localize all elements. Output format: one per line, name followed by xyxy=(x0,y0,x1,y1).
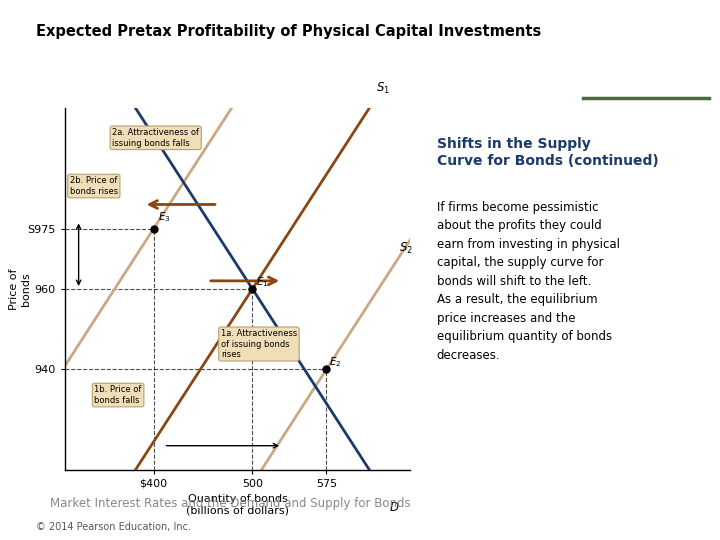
Text: 2b. Price of
bonds rises: 2b. Price of bonds rises xyxy=(70,177,118,195)
Text: Price of
bonds: Price of bonds xyxy=(9,268,31,309)
Text: 2a. Attractiveness of
issuing bonds falls: 2a. Attractiveness of issuing bonds fall… xyxy=(112,128,199,147)
Text: 28 of 56: 28 of 56 xyxy=(654,525,698,535)
Text: Expected Pretax Profitability of Physical Capital Investments: Expected Pretax Profitability of Physica… xyxy=(36,24,541,39)
Text: $S_3$: $S_3$ xyxy=(300,0,314,1)
Text: 1b. Price of
bonds falls: 1b. Price of bonds falls xyxy=(94,386,142,405)
Text: $E_2$: $E_2$ xyxy=(330,355,342,369)
Text: $E_3$: $E_3$ xyxy=(158,211,170,224)
Text: Shifts in the Supply
Curve for Bonds (continued): Shifts in the Supply Curve for Bonds (co… xyxy=(437,137,659,168)
Text: $S_2$: $S_2$ xyxy=(399,241,413,256)
Text: $E_1$: $E_1$ xyxy=(256,275,269,289)
Text: $S_1$: $S_1$ xyxy=(376,81,390,96)
Text: Market Interest Rates and the Demand and Supply for Bonds: Market Interest Rates and the Demand and… xyxy=(50,497,411,510)
Text: 1a. Attractiveness
of issuing bonds
rises: 1a. Attractiveness of issuing bonds rise… xyxy=(221,329,297,359)
Text: If firms become pessimistic
about the profits they could
earn from investing in : If firms become pessimistic about the pr… xyxy=(437,201,620,362)
Text: © 2014 Pearson Education, Inc.: © 2014 Pearson Education, Inc. xyxy=(36,522,191,532)
Text: $D$: $D$ xyxy=(389,501,399,514)
Text: Figure 4.4 (2 of 2): Figure 4.4 (2 of 2) xyxy=(438,91,558,104)
X-axis label: Quantity of bonds
(billions of dollars): Quantity of bonds (billions of dollars) xyxy=(186,495,289,516)
